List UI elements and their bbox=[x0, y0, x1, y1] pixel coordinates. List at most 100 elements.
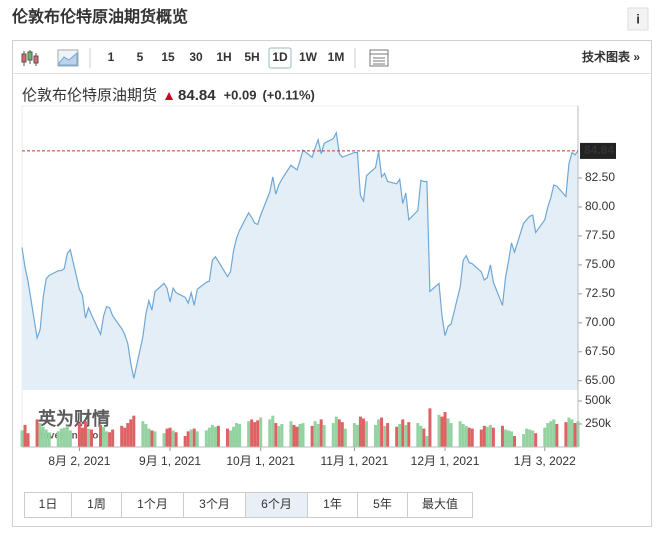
y-tick-label: 80.00 bbox=[585, 199, 615, 213]
volume-bar bbox=[337, 419, 341, 447]
range-button-label[interactable]: 1日 bbox=[39, 497, 58, 511]
y-tick-label: 72.50 bbox=[585, 286, 615, 300]
volume-bar bbox=[108, 432, 112, 447]
volume-bar bbox=[165, 428, 169, 447]
volume-bar bbox=[65, 425, 69, 447]
volume-bar bbox=[144, 423, 148, 447]
volume-bar bbox=[470, 428, 474, 447]
candle-icon[interactable] bbox=[21, 50, 39, 66]
volume-bar bbox=[507, 430, 510, 447]
y-tick-label: 67.50 bbox=[585, 344, 615, 358]
volume-bar bbox=[99, 424, 103, 447]
volume-bar bbox=[213, 426, 217, 447]
info-icon[interactable]: i bbox=[636, 11, 640, 26]
volume-bar bbox=[446, 418, 450, 447]
y-tick-label: 70.00 bbox=[585, 315, 615, 329]
volume-bar bbox=[440, 416, 444, 447]
interval-button[interactable]: 1H bbox=[216, 50, 231, 64]
volume-bar bbox=[510, 431, 514, 447]
y-tick-label: 77.50 bbox=[585, 228, 615, 242]
instrument-name: 伦敦布伦特原油期货 bbox=[22, 87, 157, 104]
range-button-label[interactable]: 1周 bbox=[87, 497, 106, 511]
range-button[interactable] bbox=[183, 492, 246, 518]
volume-bar bbox=[83, 421, 87, 447]
interval-button[interactable]: 1W bbox=[299, 50, 318, 64]
volume-bar bbox=[485, 426, 489, 447]
interval-button[interactable]: 1M bbox=[328, 50, 345, 64]
interval-button[interactable]: 1D bbox=[272, 50, 288, 64]
volume-bar bbox=[132, 415, 136, 447]
volume-bar bbox=[567, 417, 571, 447]
volume-bar bbox=[150, 430, 154, 447]
volume-bar bbox=[111, 429, 115, 447]
volume-bar bbox=[44, 429, 48, 447]
range-button-label[interactable]: 5年 bbox=[373, 497, 392, 511]
range-button[interactable] bbox=[245, 492, 308, 518]
interval-button[interactable]: 30 bbox=[189, 50, 203, 64]
range-button-label[interactable]: 1个月 bbox=[137, 497, 168, 511]
volume-bar bbox=[573, 423, 577, 447]
volume-bar bbox=[77, 423, 81, 447]
volume-bar bbox=[552, 419, 556, 447]
x-tick-label: 12月 1, 2021 bbox=[411, 454, 480, 468]
interval-button[interactable]: 15 bbox=[161, 50, 175, 64]
volume-bar bbox=[141, 421, 145, 447]
range-button-label[interactable]: 1年 bbox=[323, 497, 342, 511]
widget-frame bbox=[12, 40, 652, 527]
volume-bar bbox=[168, 427, 172, 447]
volume-bar bbox=[274, 423, 278, 447]
volume-bar bbox=[331, 423, 335, 447]
range-button[interactable] bbox=[407, 492, 473, 518]
volume-bar bbox=[289, 421, 293, 447]
volume-bar bbox=[322, 424, 326, 447]
interval-button[interactable]: 5 bbox=[137, 50, 144, 64]
volume-bar bbox=[334, 416, 338, 447]
volume-bar bbox=[38, 423, 42, 447]
page-title: 伦敦布伦特原油期货概览 bbox=[12, 7, 188, 26]
volume-bar bbox=[380, 417, 384, 447]
interval-button[interactable]: 5H bbox=[244, 50, 259, 64]
area-icon[interactable] bbox=[57, 49, 79, 67]
quote-change: +0.09 bbox=[224, 87, 257, 102]
volume-bar bbox=[56, 431, 60, 447]
up-arrow bbox=[165, 92, 174, 100]
volume-bar bbox=[47, 432, 51, 447]
y2-tick-label: 250k bbox=[585, 416, 612, 430]
range-button-label[interactable]: 最大值 bbox=[422, 496, 458, 511]
volume-bar bbox=[259, 417, 263, 447]
volume-bar bbox=[407, 422, 411, 447]
volume-bar bbox=[534, 433, 538, 447]
x-tick-label: 8月 2, 2021 bbox=[48, 454, 110, 468]
volume-bar bbox=[395, 426, 399, 447]
volume-bar bbox=[458, 421, 462, 447]
volume-bar bbox=[419, 425, 423, 447]
range-button-label[interactable]: 3个月 bbox=[199, 497, 230, 511]
interval-button[interactable]: 1 bbox=[108, 50, 115, 64]
volume-bar bbox=[513, 435, 517, 447]
range-button-label[interactable]: 6个月 bbox=[261, 497, 292, 511]
volume-bar bbox=[437, 414, 441, 447]
range-button[interactable] bbox=[24, 492, 72, 518]
volume-bar bbox=[41, 426, 45, 447]
volume-bar bbox=[522, 434, 526, 447]
volume-bar bbox=[238, 423, 242, 447]
y-tick-label: 65.00 bbox=[585, 373, 615, 387]
info-button[interactable] bbox=[627, 7, 649, 31]
technical-chart-link[interactable]: 技术图表 » bbox=[582, 49, 640, 64]
volume-bar bbox=[428, 408, 432, 447]
volume-bar bbox=[123, 427, 127, 447]
volume-bar bbox=[247, 421, 251, 447]
volume-bar bbox=[86, 428, 90, 447]
volume-bar bbox=[225, 428, 229, 447]
volume-bar bbox=[129, 419, 133, 447]
price-line bbox=[21, 130, 579, 379]
range-button[interactable] bbox=[121, 492, 184, 518]
volume-bar bbox=[364, 421, 368, 447]
range-button[interactable] bbox=[71, 492, 122, 518]
x-tick-label: 9月 1, 2021 bbox=[139, 454, 201, 468]
volume-bar bbox=[528, 429, 532, 447]
quote-price: 84.84 bbox=[178, 87, 216, 104]
table-icon[interactable] bbox=[369, 49, 389, 67]
volume-bar bbox=[207, 427, 211, 447]
volume-bar bbox=[425, 435, 429, 447]
